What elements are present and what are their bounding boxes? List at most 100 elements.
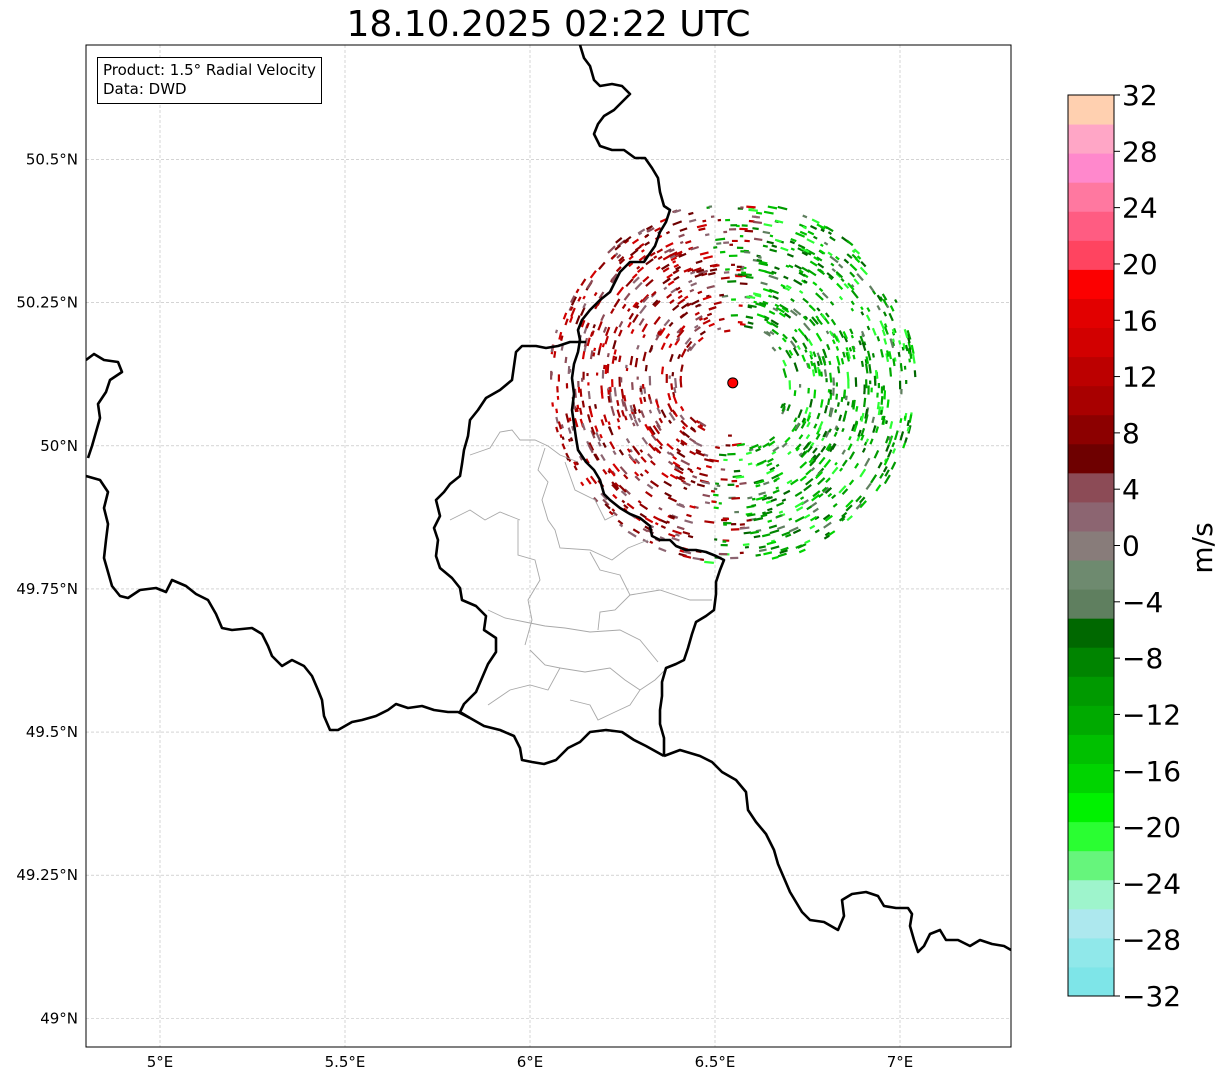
velocity-echo — [679, 227, 688, 232]
velocity-echo — [794, 264, 803, 270]
velocity-echo — [849, 263, 858, 272]
velocity-echo — [728, 254, 738, 258]
velocity-echo — [639, 387, 642, 392]
velocity-echo — [801, 417, 806, 423]
map-title: 18.10.2025 02:22 UTC — [346, 4, 751, 45]
gridlines — [86, 45, 1011, 1047]
velocity-echo — [903, 365, 907, 370]
velocity-echo — [673, 386, 677, 394]
velocity-echo — [819, 399, 824, 408]
velocity-echo — [859, 468, 867, 478]
velocity-echo — [888, 367, 893, 377]
velocity-echo — [707, 271, 716, 276]
velocity-echo — [582, 295, 586, 300]
velocity-echo — [645, 233, 650, 238]
velocity-echo — [618, 255, 625, 262]
velocity-echo — [771, 555, 779, 560]
velocity-echo — [853, 248, 861, 255]
velocity-echo — [835, 271, 844, 279]
velocity-echo — [745, 451, 752, 455]
velocity-echo — [727, 452, 736, 456]
velocity-echo — [751, 504, 757, 508]
velocity-echo — [725, 218, 731, 222]
velocity-echo — [610, 254, 617, 260]
velocity-echo — [586, 337, 591, 347]
velocity-echo — [846, 371, 850, 382]
velocity-echo — [676, 448, 682, 453]
colorbar-segment — [1068, 908, 1114, 939]
velocity-echo — [660, 409, 667, 419]
velocity-echo — [725, 444, 731, 447]
velocity-echo — [599, 433, 603, 439]
velocity-echo — [845, 504, 853, 512]
velocity-echo — [794, 422, 801, 430]
velocity-echo — [885, 353, 890, 363]
velocity-echo — [687, 467, 693, 472]
velocity-echo — [845, 499, 854, 508]
velocity-echo — [848, 451, 856, 460]
velocity-echo — [598, 291, 605, 299]
velocity-echo — [612, 493, 618, 500]
velocity-echo — [806, 421, 811, 428]
velocity-echo — [769, 330, 775, 336]
velocity-echo — [575, 315, 581, 325]
colorbar-segment — [1068, 472, 1114, 503]
velocity-echo — [835, 382, 838, 387]
velocity-echo — [829, 372, 833, 383]
velocity-echo — [652, 299, 659, 306]
map-area[interactable] — [86, 45, 1011, 1047]
velocity-echo — [873, 449, 880, 459]
velocity-echo — [747, 462, 753, 466]
velocity-echo — [777, 552, 787, 558]
velocity-echo — [669, 299, 675, 305]
velocity-echo — [687, 534, 694, 539]
velocity-echo — [763, 551, 773, 556]
velocity-echo — [785, 349, 792, 359]
velocity-echo — [768, 288, 779, 295]
velocity-echo — [661, 472, 669, 479]
velocity-echo — [814, 471, 823, 480]
velocity-echo — [880, 396, 884, 405]
velocity-echo — [851, 424, 856, 432]
velocity-echo — [608, 394, 613, 403]
velocity-echo — [803, 513, 811, 519]
velocity-echo — [829, 389, 832, 395]
velocity-echo — [658, 506, 663, 511]
velocity-echo — [564, 356, 568, 364]
velocity-echo — [800, 247, 810, 254]
velocity-echo — [690, 299, 700, 306]
velocity-echo — [639, 512, 647, 519]
lon-tick-label: 5°E — [147, 1053, 174, 1071]
velocity-echo — [831, 466, 839, 475]
velocity-echo — [665, 230, 670, 235]
velocity-echo — [699, 472, 709, 477]
velocity-echo — [619, 466, 628, 475]
velocity-echo — [556, 386, 559, 393]
velocity-echo — [809, 354, 814, 360]
velocity-echo — [677, 298, 686, 305]
velocity-echo — [677, 294, 683, 300]
radar-site-marker[interactable] — [727, 377, 739, 389]
velocity-echo — [826, 343, 831, 351]
velocity-echo — [835, 355, 841, 366]
velocity-echo — [573, 465, 578, 471]
velocity-echo — [879, 349, 884, 358]
velocity-echo — [790, 247, 795, 251]
velocity-echo — [646, 426, 655, 436]
velocity-echo — [739, 235, 744, 238]
velocity-echo — [602, 498, 610, 506]
velocity-echo — [678, 252, 687, 258]
velocity-echo — [865, 379, 868, 389]
velocity-echo — [812, 447, 818, 454]
velocity-echo — [702, 319, 711, 325]
velocity-echo — [866, 325, 871, 331]
velocity-echo — [813, 389, 817, 399]
velocity-echo — [687, 268, 694, 273]
velocity-echo — [683, 267, 692, 273]
velocity-echo — [781, 531, 791, 537]
velocity-echo — [823, 534, 830, 540]
velocity-echo — [864, 408, 869, 419]
velocity-echo — [876, 305, 881, 311]
velocity-echo — [776, 514, 782, 519]
velocity-echo — [755, 302, 762, 307]
